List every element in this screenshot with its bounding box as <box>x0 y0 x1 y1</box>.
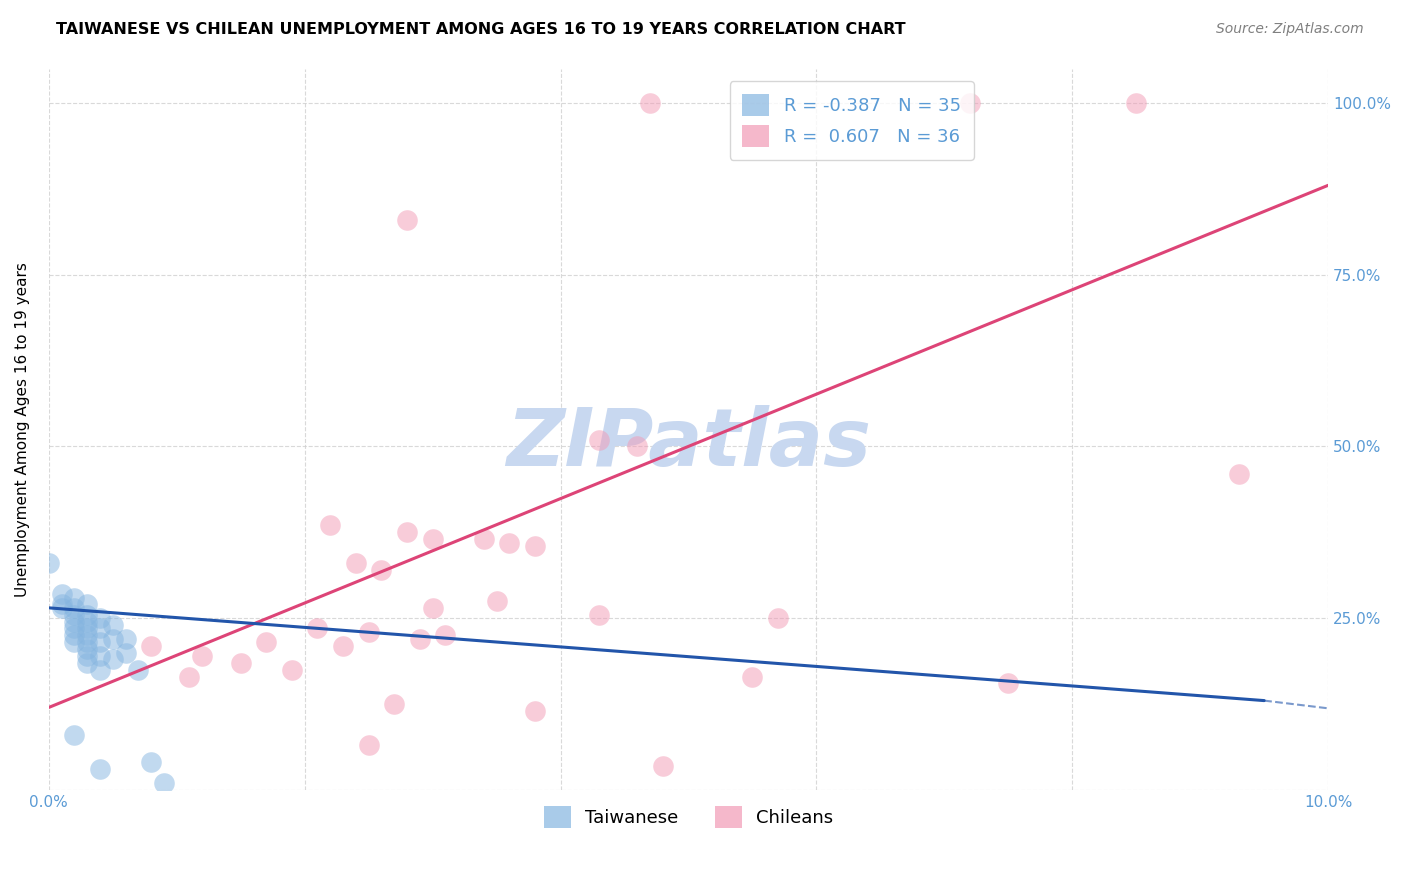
Point <box>434 628 457 642</box>
Point <box>766 611 789 625</box>
Point <box>395 212 418 227</box>
Point <box>485 594 508 608</box>
Point <box>114 632 136 646</box>
Point <box>307 622 329 636</box>
Point <box>127 663 149 677</box>
Point <box>101 632 124 646</box>
Point <box>63 615 86 629</box>
Point <box>63 591 86 605</box>
Point <box>422 532 444 546</box>
Point <box>38 556 60 570</box>
Point <box>332 639 354 653</box>
Point <box>382 697 405 711</box>
Point <box>76 642 98 657</box>
Point <box>89 648 111 663</box>
Point <box>523 704 546 718</box>
Point <box>76 656 98 670</box>
Point <box>395 525 418 540</box>
Point <box>76 628 98 642</box>
Point <box>89 762 111 776</box>
Point <box>76 648 98 663</box>
Point <box>409 632 432 646</box>
Point <box>139 756 162 770</box>
Text: TAIWANESE VS CHILEAN UNEMPLOYMENT AMONG AGES 16 TO 19 YEARS CORRELATION CHART: TAIWANESE VS CHILEAN UNEMPLOYMENT AMONG … <box>56 22 905 37</box>
Point <box>357 738 380 752</box>
Point <box>89 611 111 625</box>
Point <box>89 635 111 649</box>
Point <box>89 622 111 636</box>
Point <box>76 622 98 636</box>
Point <box>51 587 73 601</box>
Point <box>588 607 610 622</box>
Point <box>101 618 124 632</box>
Point <box>63 600 86 615</box>
Point <box>472 532 495 546</box>
Point <box>63 628 86 642</box>
Point <box>114 646 136 660</box>
Point <box>89 663 111 677</box>
Point <box>651 759 673 773</box>
Point <box>63 635 86 649</box>
Point <box>1125 95 1147 110</box>
Point <box>638 95 661 110</box>
Point <box>51 598 73 612</box>
Text: Source: ZipAtlas.com: Source: ZipAtlas.com <box>1216 22 1364 37</box>
Point <box>281 663 304 677</box>
Point <box>959 95 981 110</box>
Point <box>153 776 176 790</box>
Point <box>370 563 392 577</box>
Point <box>741 669 763 683</box>
Text: ZIPatlas: ZIPatlas <box>506 405 870 483</box>
Point <box>139 639 162 653</box>
Point <box>422 600 444 615</box>
Legend: Taiwanese, Chileans: Taiwanese, Chileans <box>537 798 841 835</box>
Point <box>997 676 1019 690</box>
Point <box>51 600 73 615</box>
Point <box>76 635 98 649</box>
Point <box>63 728 86 742</box>
Point <box>588 433 610 447</box>
Point <box>191 648 214 663</box>
Point <box>63 622 86 636</box>
Point <box>523 539 546 553</box>
Point <box>254 635 277 649</box>
Point <box>179 669 201 683</box>
Point <box>344 556 367 570</box>
Point <box>498 535 520 549</box>
Point <box>76 598 98 612</box>
Point <box>626 439 648 453</box>
Point <box>1227 467 1250 481</box>
Point <box>319 518 342 533</box>
Point <box>357 624 380 639</box>
Point <box>63 607 86 622</box>
Y-axis label: Unemployment Among Ages 16 to 19 years: Unemployment Among Ages 16 to 19 years <box>15 261 30 597</box>
Point <box>229 656 252 670</box>
Point <box>76 607 98 622</box>
Point <box>101 652 124 666</box>
Point <box>76 615 98 629</box>
